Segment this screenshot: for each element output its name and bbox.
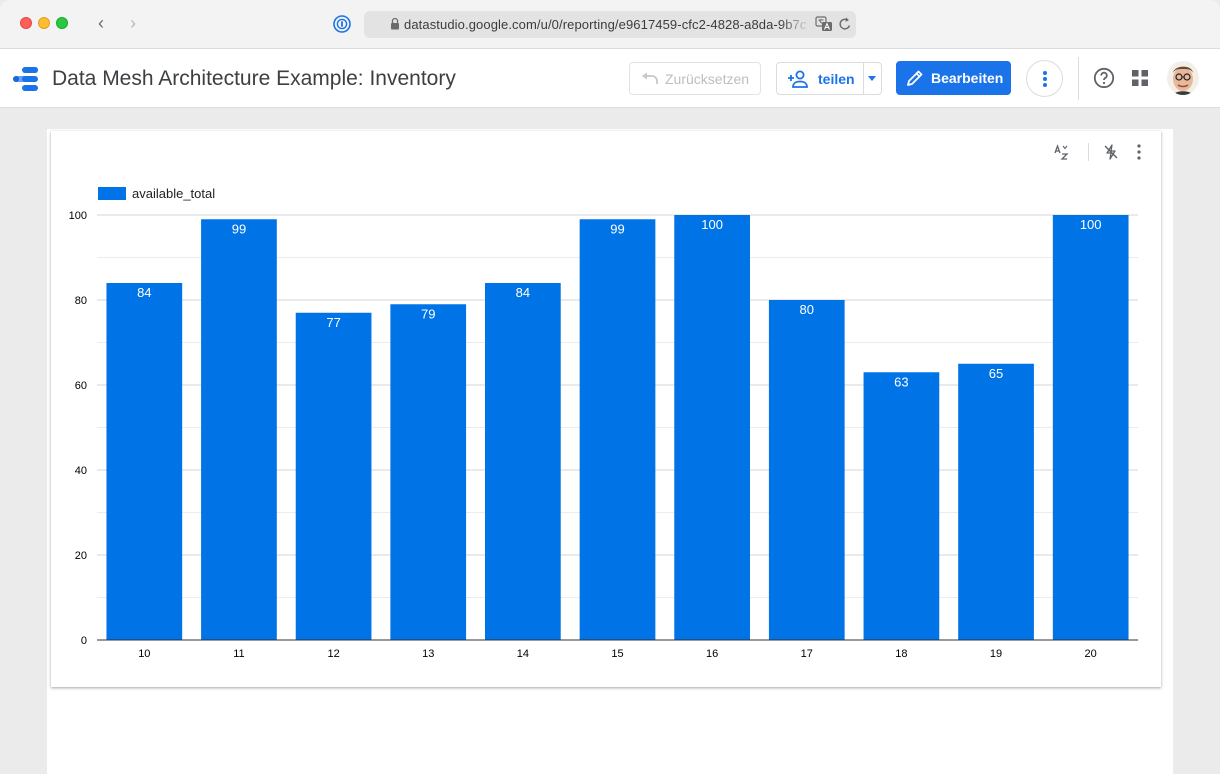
apps-grid-icon[interactable] bbox=[1131, 69, 1149, 87]
bar-chart[interactable]: 0 20 40 60 80 100 84 10 99 11 77 12 79 13 84 14 99 15 100 1… bbox=[51, 131, 1161, 687]
more-vert-icon bbox=[1043, 83, 1047, 87]
url-fade bbox=[780, 14, 810, 34]
bar[interactable] bbox=[958, 363, 1034, 640]
y-tick-label: 40 bbox=[75, 465, 87, 477]
report-title[interactable]: Data Mesh Architecture Example: Inventor… bbox=[52, 67, 456, 90]
url-text[interactable]: datastudio.google.com/u/0/reporting/e961… bbox=[404, 17, 807, 32]
x-tick-label: 17 bbox=[801, 648, 813, 660]
legend-swatch bbox=[98, 187, 126, 200]
y-tick-label: 20 bbox=[75, 550, 87, 562]
minimize-window-button[interactable] bbox=[38, 17, 50, 29]
bar[interactable] bbox=[390, 304, 467, 640]
bar[interactable] bbox=[295, 312, 372, 640]
drill-off-icon[interactable] bbox=[1102, 143, 1120, 161]
reset-button-label: Zurücksetzen bbox=[665, 71, 750, 87]
x-tick-label: 20 bbox=[1085, 648, 1097, 660]
bar-data-label: 100 bbox=[1080, 217, 1102, 232]
y-tick-label: 80 bbox=[75, 295, 87, 307]
add-person-icon bbox=[788, 70, 808, 88]
edit-button[interactable]: Bearbeiten bbox=[896, 61, 1011, 95]
bar-data-label: 99 bbox=[610, 221, 624, 236]
share-button[interactable]: teilen bbox=[776, 62, 882, 95]
more-vert-icon bbox=[1043, 77, 1047, 81]
bar[interactable] bbox=[579, 219, 656, 640]
pencil-icon bbox=[907, 70, 923, 86]
x-tick-label: 13 bbox=[422, 648, 434, 660]
bar-data-label: 79 bbox=[421, 306, 435, 321]
bar-data-label: 100 bbox=[701, 217, 723, 232]
password-manager-icon[interactable] bbox=[333, 15, 351, 33]
x-tick-label: 16 bbox=[706, 648, 718, 660]
lock-icon bbox=[391, 17, 399, 30]
bar[interactable] bbox=[1052, 215, 1129, 640]
dropdown-caret-icon[interactable] bbox=[868, 76, 876, 81]
y-tick-label: 60 bbox=[75, 380, 87, 392]
bar[interactable] bbox=[768, 300, 845, 640]
x-tick-label: 19 bbox=[990, 648, 1002, 660]
edit-button-label: Bearbeiten bbox=[931, 70, 1004, 86]
bar-data-label: 63 bbox=[894, 374, 908, 389]
x-tick-label: 14 bbox=[517, 648, 529, 660]
more-options-button[interactable] bbox=[1026, 60, 1063, 97]
bar[interactable] bbox=[863, 372, 940, 640]
close-window-button[interactable] bbox=[20, 17, 32, 29]
share-button-label: teilen bbox=[818, 71, 855, 87]
x-tick-label: 10 bbox=[138, 648, 150, 660]
bar-data-label: 99 bbox=[232, 221, 246, 236]
bar[interactable] bbox=[106, 283, 183, 640]
bar[interactable] bbox=[485, 283, 561, 640]
header-divider bbox=[1078, 57, 1079, 100]
bar-data-label: 84 bbox=[137, 285, 151, 300]
share-button-divider bbox=[863, 63, 864, 94]
bar-data-label: 80 bbox=[800, 302, 814, 317]
browser-toolbar: ‹ › datastudio.google.com/u/0/reporting/… bbox=[0, 0, 1220, 49]
reset-button[interactable]: Zurücksetzen bbox=[629, 62, 761, 95]
x-tick-label: 12 bbox=[327, 648, 339, 660]
bar-data-label: 84 bbox=[516, 285, 530, 300]
zoom-window-button[interactable] bbox=[56, 17, 68, 29]
back-icon[interactable]: ‹ bbox=[98, 13, 104, 33]
x-tick-label: 11 bbox=[233, 648, 244, 660]
y-tick-label: 0 bbox=[81, 635, 87, 647]
app-header: Data Mesh Architecture Example: Inventor… bbox=[0, 49, 1220, 108]
forward-icon[interactable]: › bbox=[130, 13, 136, 33]
address-bar[interactable] bbox=[364, 11, 856, 38]
bar[interactable] bbox=[201, 219, 277, 640]
bar-data-label: 77 bbox=[326, 315, 340, 330]
more-vert-icon[interactable] bbox=[1131, 143, 1147, 161]
legend-label: available_total bbox=[132, 186, 215, 201]
more-vert-icon bbox=[1043, 71, 1047, 75]
y-tick-label: 100 bbox=[69, 210, 87, 222]
bar-data-label: 65 bbox=[989, 366, 1003, 381]
x-tick-label: 15 bbox=[611, 648, 623, 660]
reload-icon[interactable] bbox=[838, 16, 852, 32]
undo-icon bbox=[642, 72, 658, 84]
data-studio-logo[interactable] bbox=[12, 66, 40, 92]
avatar[interactable] bbox=[1167, 61, 1199, 95]
sort-icon[interactable] bbox=[1053, 143, 1071, 161]
bar[interactable] bbox=[674, 215, 750, 640]
translate-icon[interactable] bbox=[815, 16, 833, 32]
x-tick-label: 18 bbox=[895, 648, 907, 660]
help-icon[interactable] bbox=[1093, 67, 1115, 89]
chart-toolbar-divider bbox=[1088, 143, 1089, 161]
